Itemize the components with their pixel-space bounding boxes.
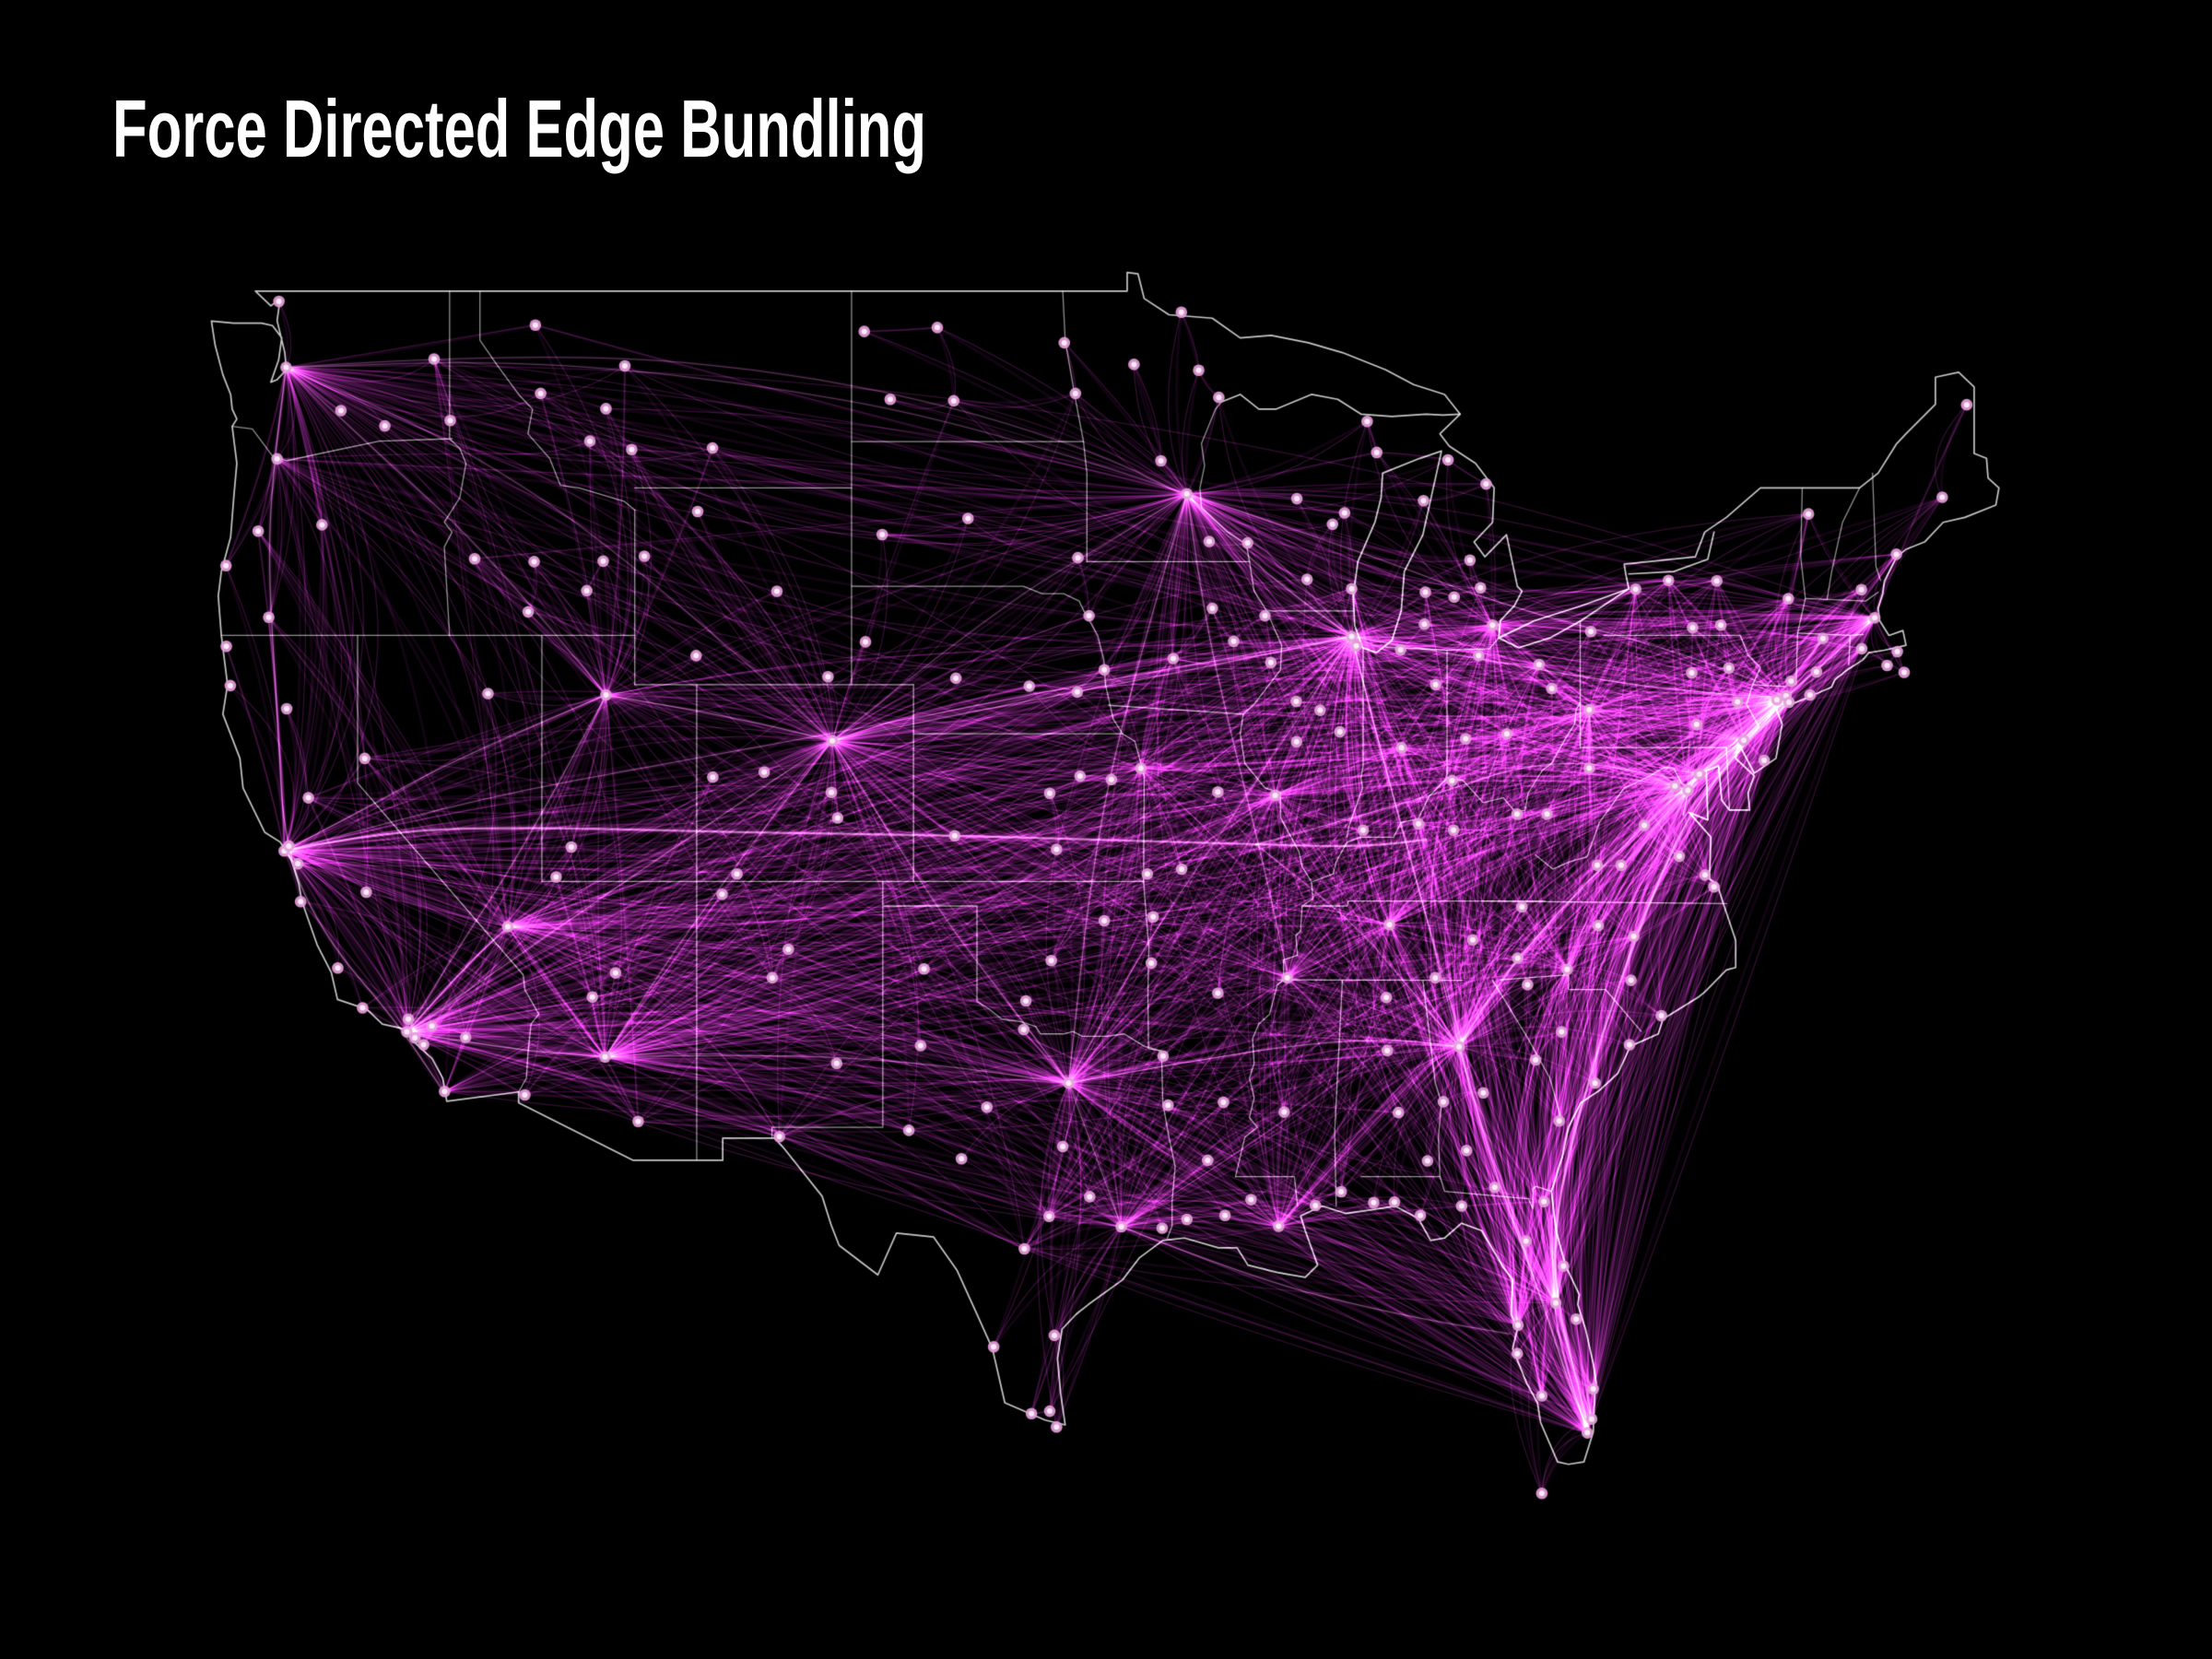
page-title: Force Directed Edge Bundling (112, 83, 927, 174)
